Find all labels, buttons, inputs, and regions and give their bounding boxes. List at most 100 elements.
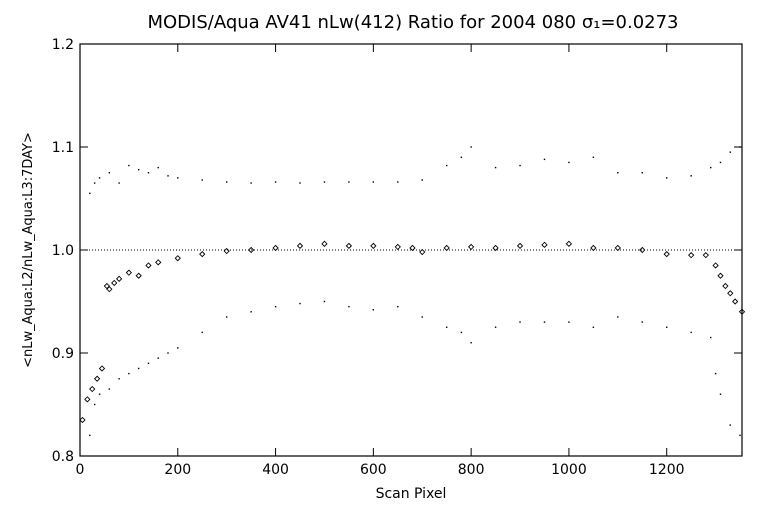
data-point [688, 252, 695, 259]
data-point [690, 175, 692, 177]
data-point [89, 192, 91, 195]
data-point [421, 316, 423, 318]
data-point [167, 352, 169, 354]
data-point [225, 316, 228, 318]
data-point [712, 262, 719, 269]
data-point [125, 269, 133, 276]
data-point [84, 396, 91, 403]
data-point [348, 305, 350, 308]
data-point [729, 424, 731, 426]
x-tick-label: 1000 [551, 462, 587, 478]
data-point [710, 166, 712, 169]
data-point [470, 146, 472, 148]
data-point [93, 375, 101, 382]
data-point [568, 161, 570, 164]
data-point [108, 388, 111, 390]
data-point [199, 250, 206, 258]
data-point [98, 393, 101, 395]
data-point [568, 321, 570, 323]
data-point [543, 321, 546, 323]
data-point [272, 244, 279, 252]
data-point [299, 302, 301, 305]
data-point [565, 240, 573, 247]
data-point [710, 336, 712, 339]
data-point [719, 393, 722, 395]
x-tick-label: 0 [76, 462, 85, 478]
data-point [118, 182, 120, 184]
data-point [702, 252, 709, 259]
data-point [98, 177, 101, 179]
data-point [370, 242, 377, 250]
data-point [274, 305, 277, 308]
data-point [299, 182, 301, 184]
data-point [729, 151, 731, 153]
data-point [739, 146, 741, 148]
data-point [397, 305, 399, 308]
data-point [460, 156, 463, 158]
data-point [492, 244, 499, 252]
x-tick-label: 800 [458, 462, 485, 478]
x-tick-label: 200 [164, 462, 191, 478]
data-point [641, 172, 643, 174]
data-point [494, 166, 497, 169]
data-point [345, 242, 353, 250]
data-point [445, 164, 448, 167]
data-point [323, 300, 326, 303]
data-point [225, 181, 228, 183]
data-point [177, 177, 179, 179]
data-point [719, 161, 722, 164]
data-point [147, 172, 150, 174]
data-point [98, 365, 106, 372]
data-point [157, 166, 159, 169]
data-point [666, 177, 668, 179]
data-point [155, 259, 162, 266]
data-point [135, 272, 142, 279]
data-point [247, 246, 255, 254]
data-point [372, 181, 375, 183]
data-point [519, 321, 521, 323]
data-point [519, 164, 521, 167]
y-axis-label: <nLw_Aqua:L2/nLw_Aqua:L3:7DAY> [21, 132, 36, 368]
data-point [118, 378, 120, 380]
y-tick-label: 1.0 [52, 243, 74, 259]
data-point [348, 181, 350, 183]
data-point [321, 240, 328, 247]
data-point [419, 248, 426, 256]
data-point [468, 243, 475, 251]
data-point [727, 290, 734, 297]
data-point [590, 244, 597, 252]
data-point [177, 347, 179, 349]
data-point [397, 181, 399, 183]
data-point [541, 241, 548, 248]
data-point [460, 331, 463, 334]
data-point [641, 321, 643, 323]
data-point [516, 242, 524, 250]
data-point [128, 372, 130, 375]
data-point [274, 181, 277, 183]
data-point [223, 247, 230, 255]
data-point [592, 156, 595, 158]
data-point [690, 331, 692, 334]
data-point [722, 282, 729, 290]
data-point [115, 275, 123, 282]
data-point [639, 246, 646, 254]
data-point [145, 262, 152, 269]
data-point [137, 168, 140, 171]
data-point [443, 244, 450, 252]
data-point [372, 309, 375, 311]
data-point [89, 385, 96, 393]
data-point [201, 179, 203, 181]
data-point [714, 372, 717, 375]
data-point [250, 182, 252, 184]
data-point [614, 244, 621, 252]
axis-ticks [79, 43, 742, 457]
data-point [738, 308, 746, 315]
y-tick-label: 1.2 [52, 37, 74, 53]
x-tick-label: 600 [360, 462, 387, 478]
data-point [739, 434, 741, 437]
data-point [157, 357, 159, 359]
data-points [79, 146, 746, 437]
data-point [409, 244, 416, 252]
